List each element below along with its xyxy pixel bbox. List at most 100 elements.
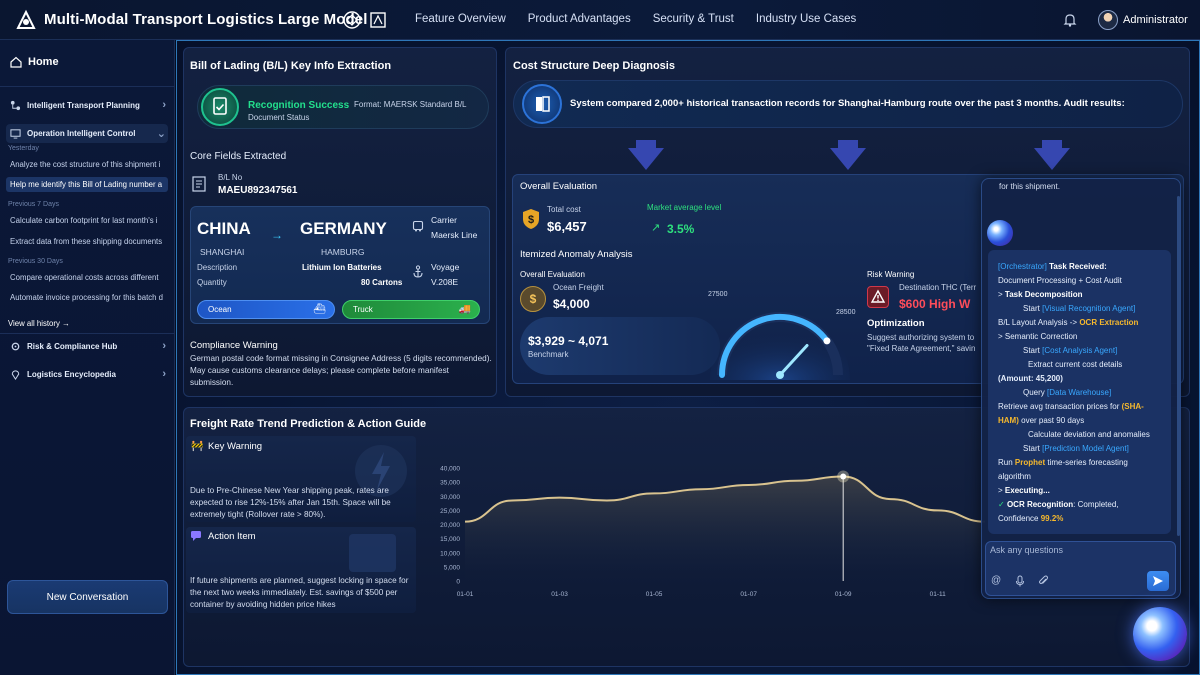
top-bar: Multi-Modal Transport Logistics Large Mo…	[0, 0, 1200, 40]
chat-text: Task Decomposition	[1004, 290, 1083, 299]
sidebar	[0, 40, 175, 675]
mode-ocean-pill[interactable]: Ocean ⛴	[197, 300, 335, 319]
history-item[interactable]: Extract data from these shipping documen…	[10, 237, 163, 246]
mode-truck-pill[interactable]: Truck 🚚	[342, 300, 480, 319]
flow-arrow-icon	[1034, 140, 1070, 170]
nav-industry-use-cases[interactable]: Industry Use Cases	[755, 13, 857, 25]
history-item[interactable]: Automate invoice processing for this bat…	[10, 293, 163, 302]
ocean-freight-label: Ocean Freight	[553, 283, 604, 292]
chat-highlight: Prophet	[1014, 458, 1046, 467]
overall-evaluation-title: Overall Evaluation	[520, 181, 598, 192]
sidebar-item-label: Risk & Compliance Hub	[27, 342, 118, 351]
chat-tag: [Visual Recognition Agent]	[1042, 304, 1136, 313]
x-tick-label: 01-05	[646, 591, 663, 598]
nav-security-trust[interactable]: Security & Trust	[652, 13, 734, 25]
chat-scrollbar[interactable]	[1177, 196, 1180, 536]
gauge-max-label: 28500	[836, 309, 856, 316]
chevron-right-icon: ›	[162, 340, 166, 352]
sidebar-item-logistics-encyclopedia[interactable]: Logistics Encyclopedia ›	[10, 368, 168, 380]
description-value: Lithium Ion Batteries	[302, 263, 382, 272]
chat-previous-message: for this shipment.	[999, 182, 1060, 191]
core-fields-title: Core Fields Extracted	[190, 151, 287, 162]
y-tick-label: 20,000	[440, 522, 460, 529]
send-button[interactable]	[1147, 571, 1169, 591]
chat-text: Confidence	[998, 514, 1041, 523]
sidebar-item-transport-planning[interactable]: Intelligent Transport Planning ›	[10, 99, 168, 111]
history-item[interactable]: Compare operational costs across differe…	[10, 273, 159, 282]
at-mention-icon[interactable]: @	[991, 575, 1002, 586]
y-tick-label: 40,000	[440, 466, 460, 473]
document-status-label: Document Status	[248, 113, 310, 122]
location-pin-icon	[11, 370, 20, 380]
itemized-overall-label: Overall Evaluation	[520, 270, 585, 279]
risk-destination-thc: Destination THC (Terr	[899, 283, 977, 292]
total-cost-label: Total cost	[547, 205, 581, 214]
x-tick-label: 01-03	[551, 591, 568, 598]
chat-text: Query	[1023, 388, 1048, 397]
assistant-avatar	[987, 220, 1013, 246]
chat-input-placeholder[interactable]: Ask any questions	[990, 545, 1064, 555]
bl-no-value: MAEU892347561	[218, 185, 298, 196]
view-all-history-link[interactable]: View all history →	[8, 319, 70, 328]
chat-line: Calculate deviation and anomalies	[1028, 430, 1150, 439]
nav-product-advantages[interactable]: Product Advantages	[527, 13, 631, 25]
history-item[interactable]: Analyze the cost structure of this shipm…	[10, 160, 161, 169]
paperclip-icon[interactable]	[1038, 575, 1049, 587]
gauge-min-label: 27500	[708, 291, 728, 298]
trend-up-icon: ↗	[651, 222, 661, 234]
risk-value: $600 High W	[899, 297, 971, 311]
optimization-text-line: "Fixed Rate Agreement," savin	[867, 344, 976, 353]
flow-arrow-icon	[830, 140, 866, 170]
svg-text:$: $	[530, 292, 537, 306]
chat-input-box[interactable]	[985, 541, 1176, 596]
lightning-badge-icon	[355, 445, 407, 497]
gauge-needle	[778, 343, 809, 377]
message-icon	[191, 531, 201, 541]
route-icon	[10, 100, 21, 111]
cost-panel-title: Cost Structure Deep Diagnosis	[513, 60, 675, 72]
destination-country: GERMANY	[300, 219, 387, 238]
chat-tag: [Cost Analysis Agent]	[1042, 346, 1118, 355]
chat-text: : Completed,	[1073, 500, 1119, 509]
chat-line: > Task Decomposition	[998, 288, 1161, 302]
chat-line: Start [Cost Analysis Agent]	[998, 344, 1161, 358]
svg-text:$: $	[528, 214, 534, 226]
avatar[interactable]	[1098, 10, 1118, 30]
nav-feature-overview[interactable]: Feature Overview	[415, 13, 506, 25]
chart-area	[465, 476, 985, 581]
partner-emblem-icon	[343, 11, 361, 29]
chat-text: time-series forecasting algorithm	[998, 458, 1128, 481]
chat-line: > Semantic Correction	[998, 332, 1078, 341]
route-arrow-icon: →	[271, 228, 283, 242]
benchmark-value: $3,929 ~ 4,071	[528, 334, 609, 348]
chat-highlight: (SHA-HAM)	[998, 402, 1144, 425]
dollar-shield-icon: $	[523, 209, 539, 229]
chat-text: OCR Recognition	[1006, 500, 1074, 509]
bus-icon	[412, 220, 424, 232]
assistant-message: [Orchestrator] Task Received: Document P…	[988, 250, 1171, 534]
user-name[interactable]: Administrator	[1123, 14, 1188, 26]
chat-text: Executing...	[1004, 486, 1050, 495]
chat-line: ✓ OCR Recognition: Completed,	[998, 498, 1161, 512]
risk-warning-title: Risk Warning	[867, 270, 915, 279]
new-conversation-button[interactable]: New Conversation	[7, 580, 168, 614]
chat-line: Retrieve avg transaction prices for (SHA…	[998, 400, 1161, 428]
history-item[interactable]: Calculate carbon footprint for last mont…	[10, 216, 158, 225]
chat-bubble-badge-icon	[349, 534, 396, 572]
history-section-prev30: Previous 30 Days	[8, 258, 63, 265]
benchmark-box	[520, 317, 720, 375]
sidebar-item-risk-compliance[interactable]: Risk & Compliance Hub ›	[10, 340, 168, 352]
origin-country: CHINA	[197, 219, 251, 238]
chat-line: > Executing...	[998, 484, 1161, 498]
optimization-text-line: Suggest authorizing system to	[867, 333, 975, 342]
history-item-selected[interactable]: Help me identify this Bill of Lading num…	[6, 177, 168, 192]
y-tick-label: 10,000	[440, 550, 460, 557]
sidebar-home[interactable]: Home	[10, 56, 59, 68]
assistant-orb-button[interactable]	[1133, 607, 1187, 661]
bl-no-label: B/L No	[218, 173, 243, 182]
sidebar-home-label: Home	[28, 56, 59, 68]
bell-icon[interactable]	[1062, 12, 1078, 28]
chevron-right-icon: ›	[162, 368, 166, 380]
microphone-icon[interactable]	[1015, 575, 1025, 587]
sidebar-item-operation-control[interactable]: Operation Intelligent Control ⌄	[6, 124, 168, 143]
